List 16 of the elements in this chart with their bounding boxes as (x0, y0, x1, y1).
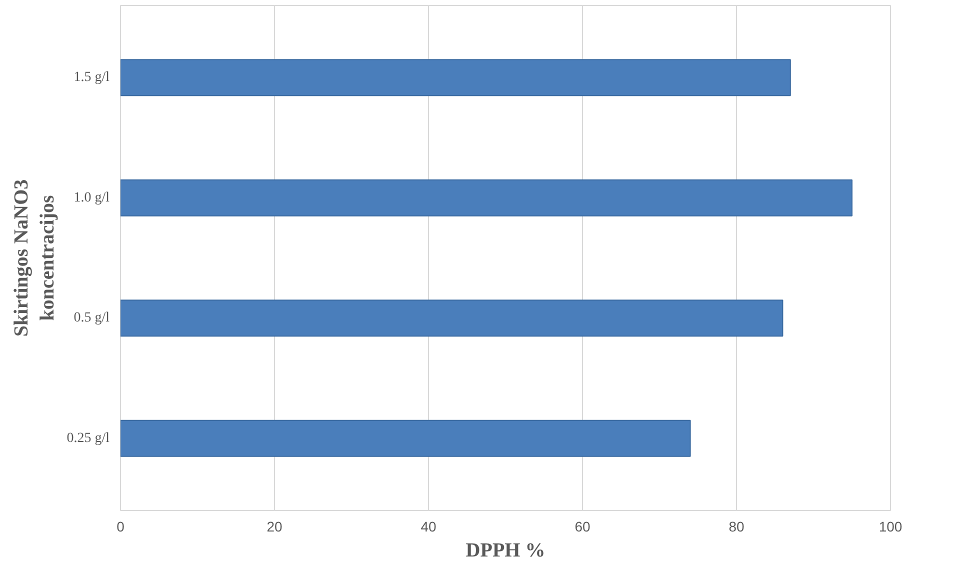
bar (120, 59, 791, 96)
y-tick-label: 1.0 g/l (74, 190, 110, 206)
y-tick-label: 1.5 g/l (74, 70, 110, 86)
y-tick-label: 0.25 g/l (66, 430, 110, 446)
x-tick-label: 100 (878, 518, 902, 534)
bar (120, 420, 691, 457)
x-axis-title: DPPH % (466, 540, 546, 562)
x-tick-label: 20 (266, 518, 282, 534)
bar (120, 300, 784, 337)
y-axis-title: Skirtingos NaNO3 koncentracijos (10, 179, 59, 337)
x-tick-label: 40 (420, 518, 436, 534)
y-tick-label: 0.5 g/l (74, 310, 110, 326)
bar (120, 179, 852, 216)
x-tick-label: 80 (728, 518, 744, 534)
x-tick-label: 0 (116, 518, 125, 534)
x-tick-label: 60 (574, 518, 590, 534)
